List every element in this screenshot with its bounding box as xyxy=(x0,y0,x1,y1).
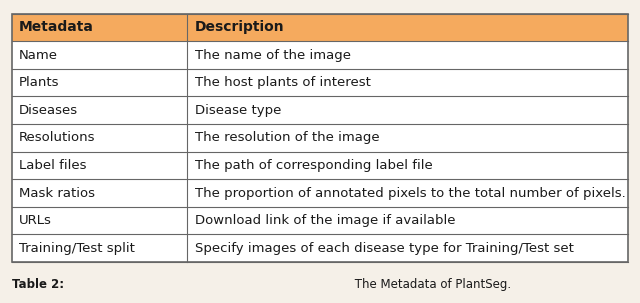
Text: The host plants of interest: The host plants of interest xyxy=(195,76,371,89)
Text: The Metadata of PlantSeg.: The Metadata of PlantSeg. xyxy=(351,278,511,291)
Bar xyxy=(188,14,628,41)
Bar xyxy=(12,124,188,152)
Text: Plants: Plants xyxy=(19,76,60,89)
Text: Metadata: Metadata xyxy=(19,20,94,35)
Bar xyxy=(188,179,628,207)
Bar xyxy=(12,41,188,69)
Bar xyxy=(188,124,628,152)
Bar xyxy=(12,14,628,262)
Bar xyxy=(188,41,628,69)
Text: Diseases: Diseases xyxy=(19,104,78,117)
Bar xyxy=(188,152,628,179)
Text: Mask ratios: Mask ratios xyxy=(19,187,95,200)
Text: Label files: Label files xyxy=(19,159,86,172)
Text: Resolutions: Resolutions xyxy=(19,132,96,144)
Text: Name: Name xyxy=(19,48,58,62)
Text: The proportion of annotated pixels to the total number of pixels.: The proportion of annotated pixels to th… xyxy=(195,187,626,200)
Text: The path of corresponding label file: The path of corresponding label file xyxy=(195,159,433,172)
Bar xyxy=(12,207,188,235)
Bar xyxy=(12,152,188,179)
Text: URLs: URLs xyxy=(19,214,52,227)
Bar xyxy=(12,69,188,96)
Bar xyxy=(12,96,188,124)
Bar xyxy=(12,179,188,207)
Text: Specify images of each disease type for Training/Test set: Specify images of each disease type for … xyxy=(195,242,574,255)
Bar xyxy=(12,235,188,262)
Text: Training/Test split: Training/Test split xyxy=(19,242,135,255)
Bar xyxy=(12,14,188,41)
Bar xyxy=(188,235,628,262)
Text: Description: Description xyxy=(195,20,285,35)
Text: The name of the image: The name of the image xyxy=(195,48,351,62)
Text: Table 2:: Table 2: xyxy=(12,278,63,291)
Bar xyxy=(188,207,628,235)
Text: The resolution of the image: The resolution of the image xyxy=(195,132,380,144)
Text: Download link of the image if available: Download link of the image if available xyxy=(195,214,456,227)
Bar xyxy=(188,69,628,96)
Text: Disease type: Disease type xyxy=(195,104,282,117)
Bar xyxy=(188,96,628,124)
